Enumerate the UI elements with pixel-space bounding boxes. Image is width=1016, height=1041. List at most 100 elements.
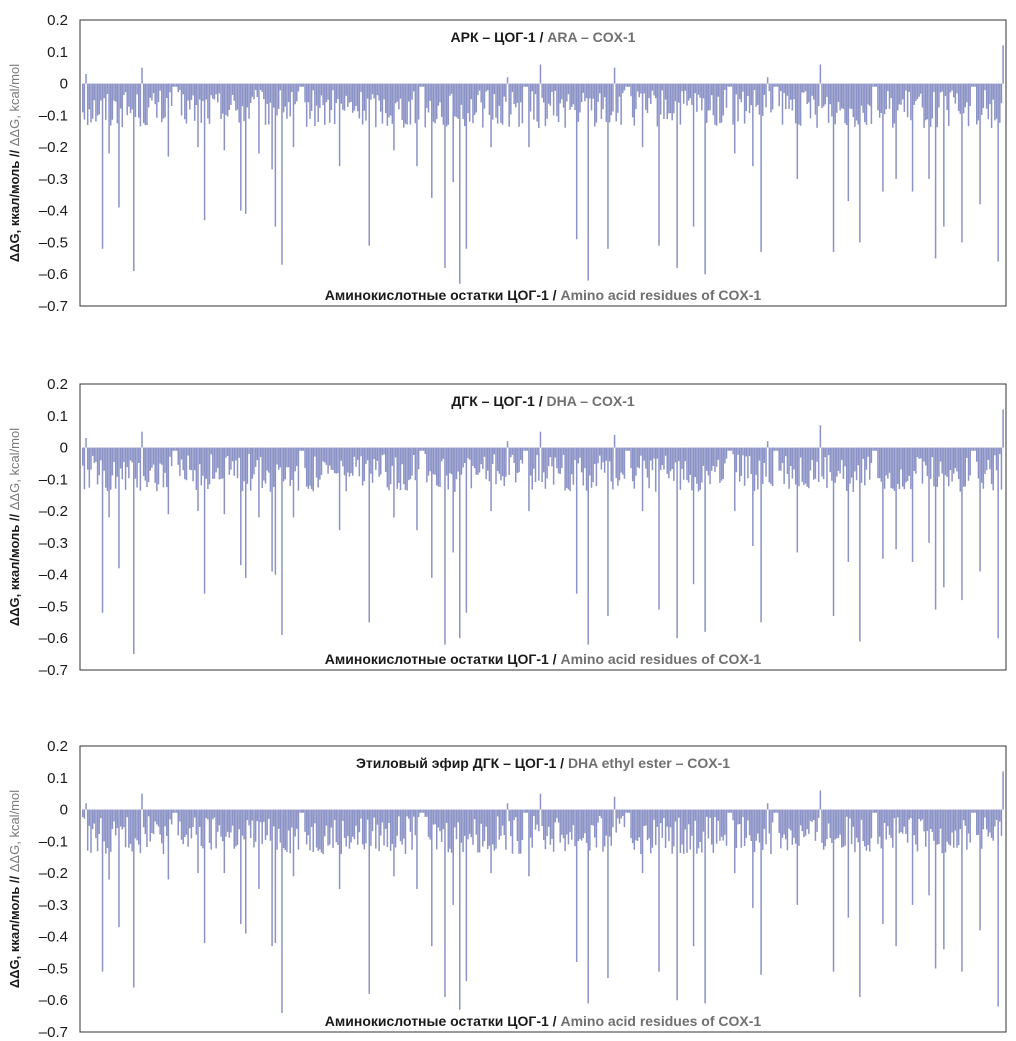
bar: [966, 809, 968, 850]
bar: [411, 83, 413, 100]
bar: [282, 83, 285, 113]
bar: [663, 809, 665, 819]
bar: [498, 809, 501, 840]
bar: [758, 809, 761, 843]
bar: [231, 809, 234, 826]
bar: [729, 447, 731, 451]
bar: [442, 447, 445, 459]
bar: [159, 809, 161, 835]
bar: [271, 809, 273, 947]
bar: [368, 809, 370, 994]
bar: [146, 809, 148, 848]
bar: [421, 809, 423, 813]
bar: [766, 803, 769, 810]
bar: [172, 809, 175, 813]
bar: [360, 83, 362, 93]
bar: [162, 83, 165, 119]
bar: [195, 447, 198, 490]
bar: [213, 447, 216, 479]
bar: [444, 809, 446, 998]
bar: [572, 447, 575, 485]
bar: [174, 447, 176, 451]
bar: [266, 83, 268, 104]
bar: [776, 809, 779, 813]
bar: [821, 809, 823, 843]
bar: [429, 83, 431, 101]
bar: [577, 809, 580, 842]
bar: [161, 83, 163, 123]
bar: [949, 809, 952, 846]
bar: [515, 809, 517, 818]
bar: [994, 83, 996, 121]
bar: [121, 447, 124, 480]
bar: [941, 809, 943, 854]
bar: [146, 83, 148, 125]
bar: [557, 809, 560, 823]
bar: [870, 83, 873, 124]
bar: [500, 447, 502, 481]
bar: [855, 809, 858, 838]
bar: [226, 83, 229, 117]
bar: [83, 809, 86, 819]
bar: [671, 83, 673, 121]
bar: [167, 447, 170, 515]
bar: [750, 809, 752, 841]
bar: [964, 447, 966, 487]
y-tick-label: –0.1: [39, 107, 68, 124]
bar: [783, 83, 785, 94]
bar: [271, 447, 273, 572]
bar: [597, 809, 599, 823]
bar: [939, 809, 942, 829]
bar: [352, 809, 354, 837]
bar: [220, 809, 222, 837]
bar: [536, 83, 538, 122]
bar: [607, 83, 609, 249]
bar: [95, 447, 97, 462]
bar: [831, 447, 833, 481]
bar: [422, 447, 425, 451]
bar: [203, 83, 206, 221]
bar: [292, 809, 295, 877]
bar: [829, 447, 831, 473]
bar: [887, 83, 889, 92]
bar: [340, 447, 342, 461]
bar: [241, 83, 244, 107]
bar: [776, 83, 779, 87]
bar: [409, 447, 412, 480]
bar: [636, 447, 639, 468]
bar: [488, 447, 491, 482]
bar: [635, 83, 637, 110]
bar: [699, 83, 701, 98]
bar: [620, 83, 622, 125]
bar: [231, 83, 234, 95]
bar: [108, 83, 110, 154]
chart-title-en: DHA ethyl ester – COX-1: [567, 755, 731, 771]
bar: [598, 809, 601, 816]
bar: [794, 83, 797, 124]
bar: [126, 447, 128, 468]
bar: [839, 809, 841, 835]
bar: [299, 809, 301, 813]
bar: [989, 809, 991, 833]
bar: [490, 83, 492, 148]
bar: [291, 83, 293, 93]
bar: [238, 83, 240, 123]
bar: [421, 83, 423, 87]
bar: [431, 83, 433, 198]
bar: [775, 83, 777, 87]
bar: [905, 447, 907, 483]
bar: [426, 809, 428, 817]
bar: [268, 447, 270, 473]
bar: [315, 809, 318, 848]
bar: [903, 447, 906, 490]
bar: [277, 83, 280, 109]
bar: [129, 447, 132, 461]
bar: [187, 809, 189, 847]
bar: [174, 809, 176, 813]
bar: [786, 447, 789, 475]
bar: [180, 83, 183, 116]
bar: [776, 447, 779, 451]
bar: [447, 447, 450, 490]
bar: [454, 83, 456, 117]
bar: [124, 809, 127, 848]
